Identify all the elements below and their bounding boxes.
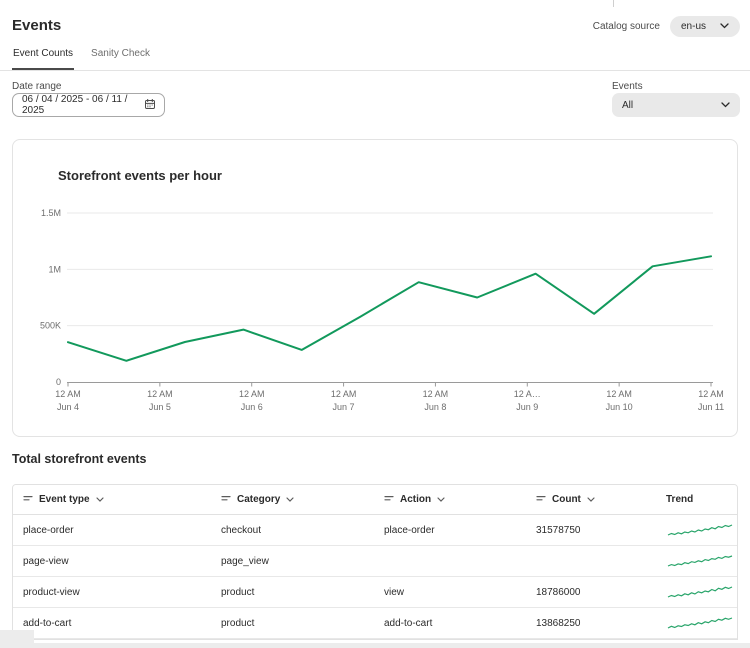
chart-card: Storefront events per hour 0 500K 1M 1.5M 12… [12, 139, 738, 437]
x-axis-label-date: Jun 8 [424, 402, 446, 412]
cell-category: product [221, 586, 255, 598]
y-axis-label: 0 [56, 377, 61, 387]
column-header-category[interactable]: Category [211, 494, 374, 506]
x-axis-label-date: Jun 4 [57, 402, 79, 412]
x-axis-label-date: Jun 7 [333, 402, 355, 412]
chevron-down-icon [721, 100, 730, 111]
column-header-count[interactable]: Count [526, 494, 656, 506]
table-row-add-to-cart[interactable]: add-to-cart product add-to-cart 13868250 [13, 608, 737, 639]
filter-icon [536, 494, 546, 506]
column-header-event-type[interactable]: Event type [13, 494, 211, 506]
x-axis-label-date: Jun 6 [241, 402, 263, 412]
cell-trend [656, 584, 737, 600]
cell-action: view [384, 586, 405, 598]
cell-event-type: place-order [23, 524, 74, 536]
cell-action: place-order [384, 524, 435, 536]
x-axis-label-date: Jun 5 [149, 402, 171, 412]
trend-sparkline [667, 617, 733, 629]
cell-category: page_view [221, 555, 269, 567]
column-header-label: Action [400, 494, 432, 505]
cell-count: 13868250 [536, 617, 581, 629]
table-header-row: Event type Category Action Count Trend [13, 485, 737, 515]
filter-icon [384, 494, 394, 506]
cell-trend [656, 522, 737, 538]
catalog-source-label: Catalog source [592, 21, 660, 32]
calendar-icon[interactable] [144, 98, 156, 113]
tab-sanity-check[interactable]: Sanity Check [91, 48, 150, 59]
x-axis-label-time: 12 AM [423, 389, 449, 399]
filter-icon [23, 494, 33, 506]
x-axis-label-date: Jun 10 [606, 402, 633, 412]
cell-trend [656, 553, 737, 569]
cell-trend [656, 615, 737, 631]
date-range-value: 06 / 04 / 2025 - 06 / 11 / 2025 [22, 94, 128, 116]
x-axis-label-time: 12 A… [514, 389, 541, 399]
cell-count: 18786000 [536, 586, 581, 598]
x-axis-label-time: 12 AM [55, 389, 81, 399]
column-header-trend: Trend [656, 494, 737, 505]
y-axis-label: 1M [48, 264, 61, 274]
column-header-label: Event type [39, 494, 90, 505]
cell-event-type: add-to-cart [23, 617, 72, 629]
tabs-divider [0, 70, 750, 71]
catalog-source-value: en-us [680, 21, 706, 32]
column-header-label: Count [552, 494, 581, 505]
sparkline-path [667, 524, 733, 536]
events-filter-dropdown[interactable]: All [612, 93, 740, 117]
table-title: Total storefront events [12, 452, 147, 466]
x-axis-label-date: Jun 11 [698, 402, 724, 412]
y-axis-label: 1.5M [41, 208, 61, 218]
sparkline-path [667, 586, 733, 598]
chevron-down-icon [286, 494, 294, 505]
x-axis-label-time: 12 AM [147, 389, 173, 399]
date-range-label: Date range [12, 81, 62, 92]
cell-category: product [221, 617, 255, 629]
top-scrollbar-artifact [613, 0, 614, 7]
y-axis-label: 500K [40, 321, 61, 331]
tab-event-counts[interactable]: Event Counts [12, 44, 75, 70]
catalog-source-dropdown[interactable]: en-us [669, 16, 740, 37]
x-axis-label-time: 12 AM [606, 389, 632, 399]
bottom-bar [0, 643, 750, 648]
catalog-source-control: Catalog source en-us [593, 16, 740, 37]
trend-sparkline [667, 524, 733, 536]
table-body: place-order checkout place-order 31578750 pa… [13, 515, 737, 639]
cell-event-type: product-view [23, 586, 80, 598]
column-header-label: Category [237, 494, 281, 505]
date-range-input[interactable]: 06 / 04 / 2025 - 06 / 11 / 2025 [12, 93, 165, 117]
page-title: Events [12, 17, 62, 34]
cell-event-type: page-view [23, 555, 69, 567]
table-row-product-view[interactable]: product-view product view 18786000 [13, 577, 737, 608]
cell-action: add-to-cart [384, 617, 433, 629]
events-table: Event type Category Action Count Trend place… [12, 484, 738, 640]
x-axis-label-time: 12 AM [331, 389, 357, 399]
x-axis-label-time: 12 AM [239, 389, 265, 399]
filter-icon [221, 494, 231, 506]
chart-title: Storefront events per hour [58, 168, 222, 183]
table-row-place-order[interactable]: place-order checkout place-order 31578750 [13, 515, 737, 546]
column-header-label: Trend [666, 494, 694, 505]
chart-line-series [67, 255, 712, 362]
trend-sparkline [667, 555, 733, 567]
tabs: Event Counts Sanity Check [12, 44, 151, 70]
trend-sparkline [667, 586, 733, 598]
events-filter-value: All [622, 99, 634, 111]
chevron-down-icon [95, 494, 104, 505]
cell-count: 31578750 [536, 524, 581, 536]
chart-svg: 0 500K 1M 1.5M 12 AM Jun 4 12 AM Jun 5 12 AM Jun … [40, 208, 724, 412]
chevron-down-icon [587, 494, 595, 505]
x-axis-label-time: 12 AM [698, 389, 724, 399]
x-axis-label-date: Jun 9 [516, 402, 538, 412]
column-header-action[interactable]: Action [374, 494, 526, 506]
table-row-page-view[interactable]: page-view page_view [13, 546, 737, 577]
events-filter-label: Events [612, 81, 643, 92]
chevron-down-icon [720, 21, 729, 32]
chevron-down-icon [437, 494, 445, 505]
cell-category: checkout [221, 524, 262, 536]
sparkline-path [667, 617, 733, 629]
sparkline-path [667, 555, 733, 567]
